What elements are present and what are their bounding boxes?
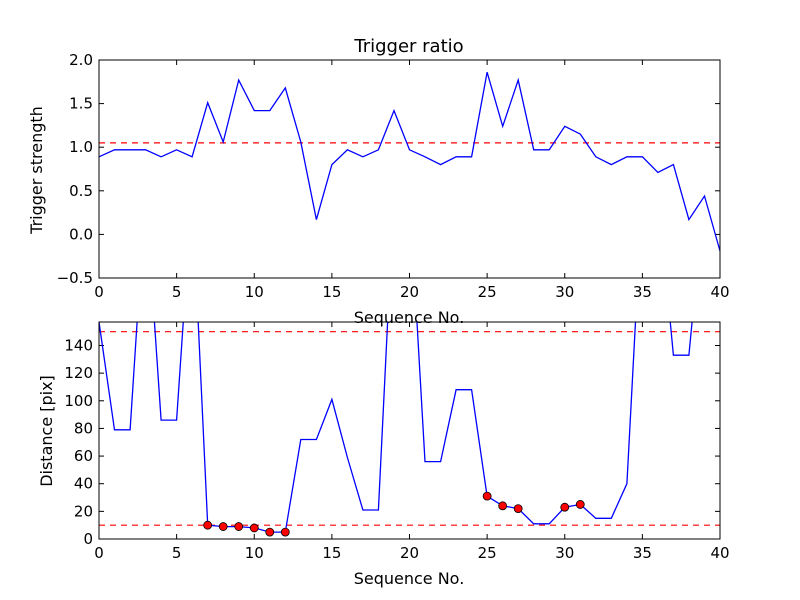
- x-tick-label: 35: [633, 283, 652, 301]
- y-tick-label: 100: [64, 392, 93, 410]
- series-group: [99, 322, 693, 537]
- y-tick-label: 0: [83, 530, 93, 548]
- data-point: [560, 502, 570, 512]
- top-panel: Trigger ratio Trigger strength Sequence …: [27, 36, 730, 327]
- x-tick-label: 10: [245, 283, 264, 301]
- x-tick-label: 5: [172, 544, 182, 562]
- x-tick-label: 30: [555, 283, 574, 301]
- data-point: [234, 522, 244, 531]
- x-tick-label: 5: [172, 283, 182, 301]
- x-tick-label: 25: [478, 544, 497, 562]
- y-tick-label: 20: [74, 502, 93, 520]
- y-tick-label: 140: [64, 336, 93, 354]
- data-point: [280, 527, 290, 537]
- bottom-panel: Distance [pix] Sequence No. 0 5 10 15 20 25 30…: [37, 321, 730, 588]
- y-axis-label: Distance [pix]: [37, 375, 56, 487]
- y-tick-label: 2.0: [69, 51, 93, 69]
- tick-group: 0 5 10 15 20 25 30 35 40 0 20 40 60 80 100 120 140: [64, 322, 730, 562]
- y-tick-label: 40: [74, 475, 93, 493]
- series-group: [99, 72, 720, 252]
- data-point: [203, 520, 213, 530]
- y-tick-label: 1.0: [69, 138, 93, 156]
- x-tick-label: 0: [94, 544, 104, 562]
- x-tick-label: 10: [245, 544, 264, 562]
- y-axis-label: Trigger strength: [27, 106, 46, 235]
- data-point: [498, 501, 508, 511]
- plot-frame: [98, 59, 721, 279]
- x-tick-label: 15: [322, 544, 341, 562]
- x-tick-label: 40: [710, 544, 729, 562]
- data-point: [482, 491, 492, 501]
- x-tick-label: 25: [478, 283, 497, 301]
- x-tick-label: 20: [400, 283, 419, 301]
- data-point: [265, 527, 275, 537]
- y-tick-label: 60: [74, 447, 93, 465]
- reference-lines: [99, 331, 720, 526]
- y-tick-label: 0.0: [69, 225, 93, 243]
- y-tick-label: 80: [74, 419, 93, 437]
- chart-title: Trigger ratio: [353, 36, 463, 57]
- tick-group: 0 5 10 15 20 25 30 35 40 −0.5 0.0 0.5 1.0 1.5 2.0: [57, 51, 730, 301]
- x-tick-label: 0: [94, 283, 104, 301]
- x-tick-label: 30: [555, 544, 574, 562]
- series-line: [99, 72, 720, 252]
- data-point: [575, 500, 585, 509]
- data-point: [249, 523, 259, 533]
- y-tick-label: 120: [64, 364, 93, 382]
- data-point: [218, 522, 228, 531]
- series-line: [99, 322, 693, 533]
- plot-frame: [98, 321, 721, 540]
- x-tick-label: 20: [400, 544, 419, 562]
- y-tick-label: 1.5: [69, 95, 93, 113]
- data-point: [513, 504, 523, 513]
- y-tick-label: 0.5: [69, 182, 93, 200]
- y-tick-label: −0.5: [57, 269, 93, 287]
- x-tick-label: 15: [322, 283, 341, 301]
- x-axis-label: Sequence No.: [354, 569, 465, 588]
- x-tick-label: 40: [710, 283, 729, 301]
- x-tick-label: 35: [633, 544, 652, 562]
